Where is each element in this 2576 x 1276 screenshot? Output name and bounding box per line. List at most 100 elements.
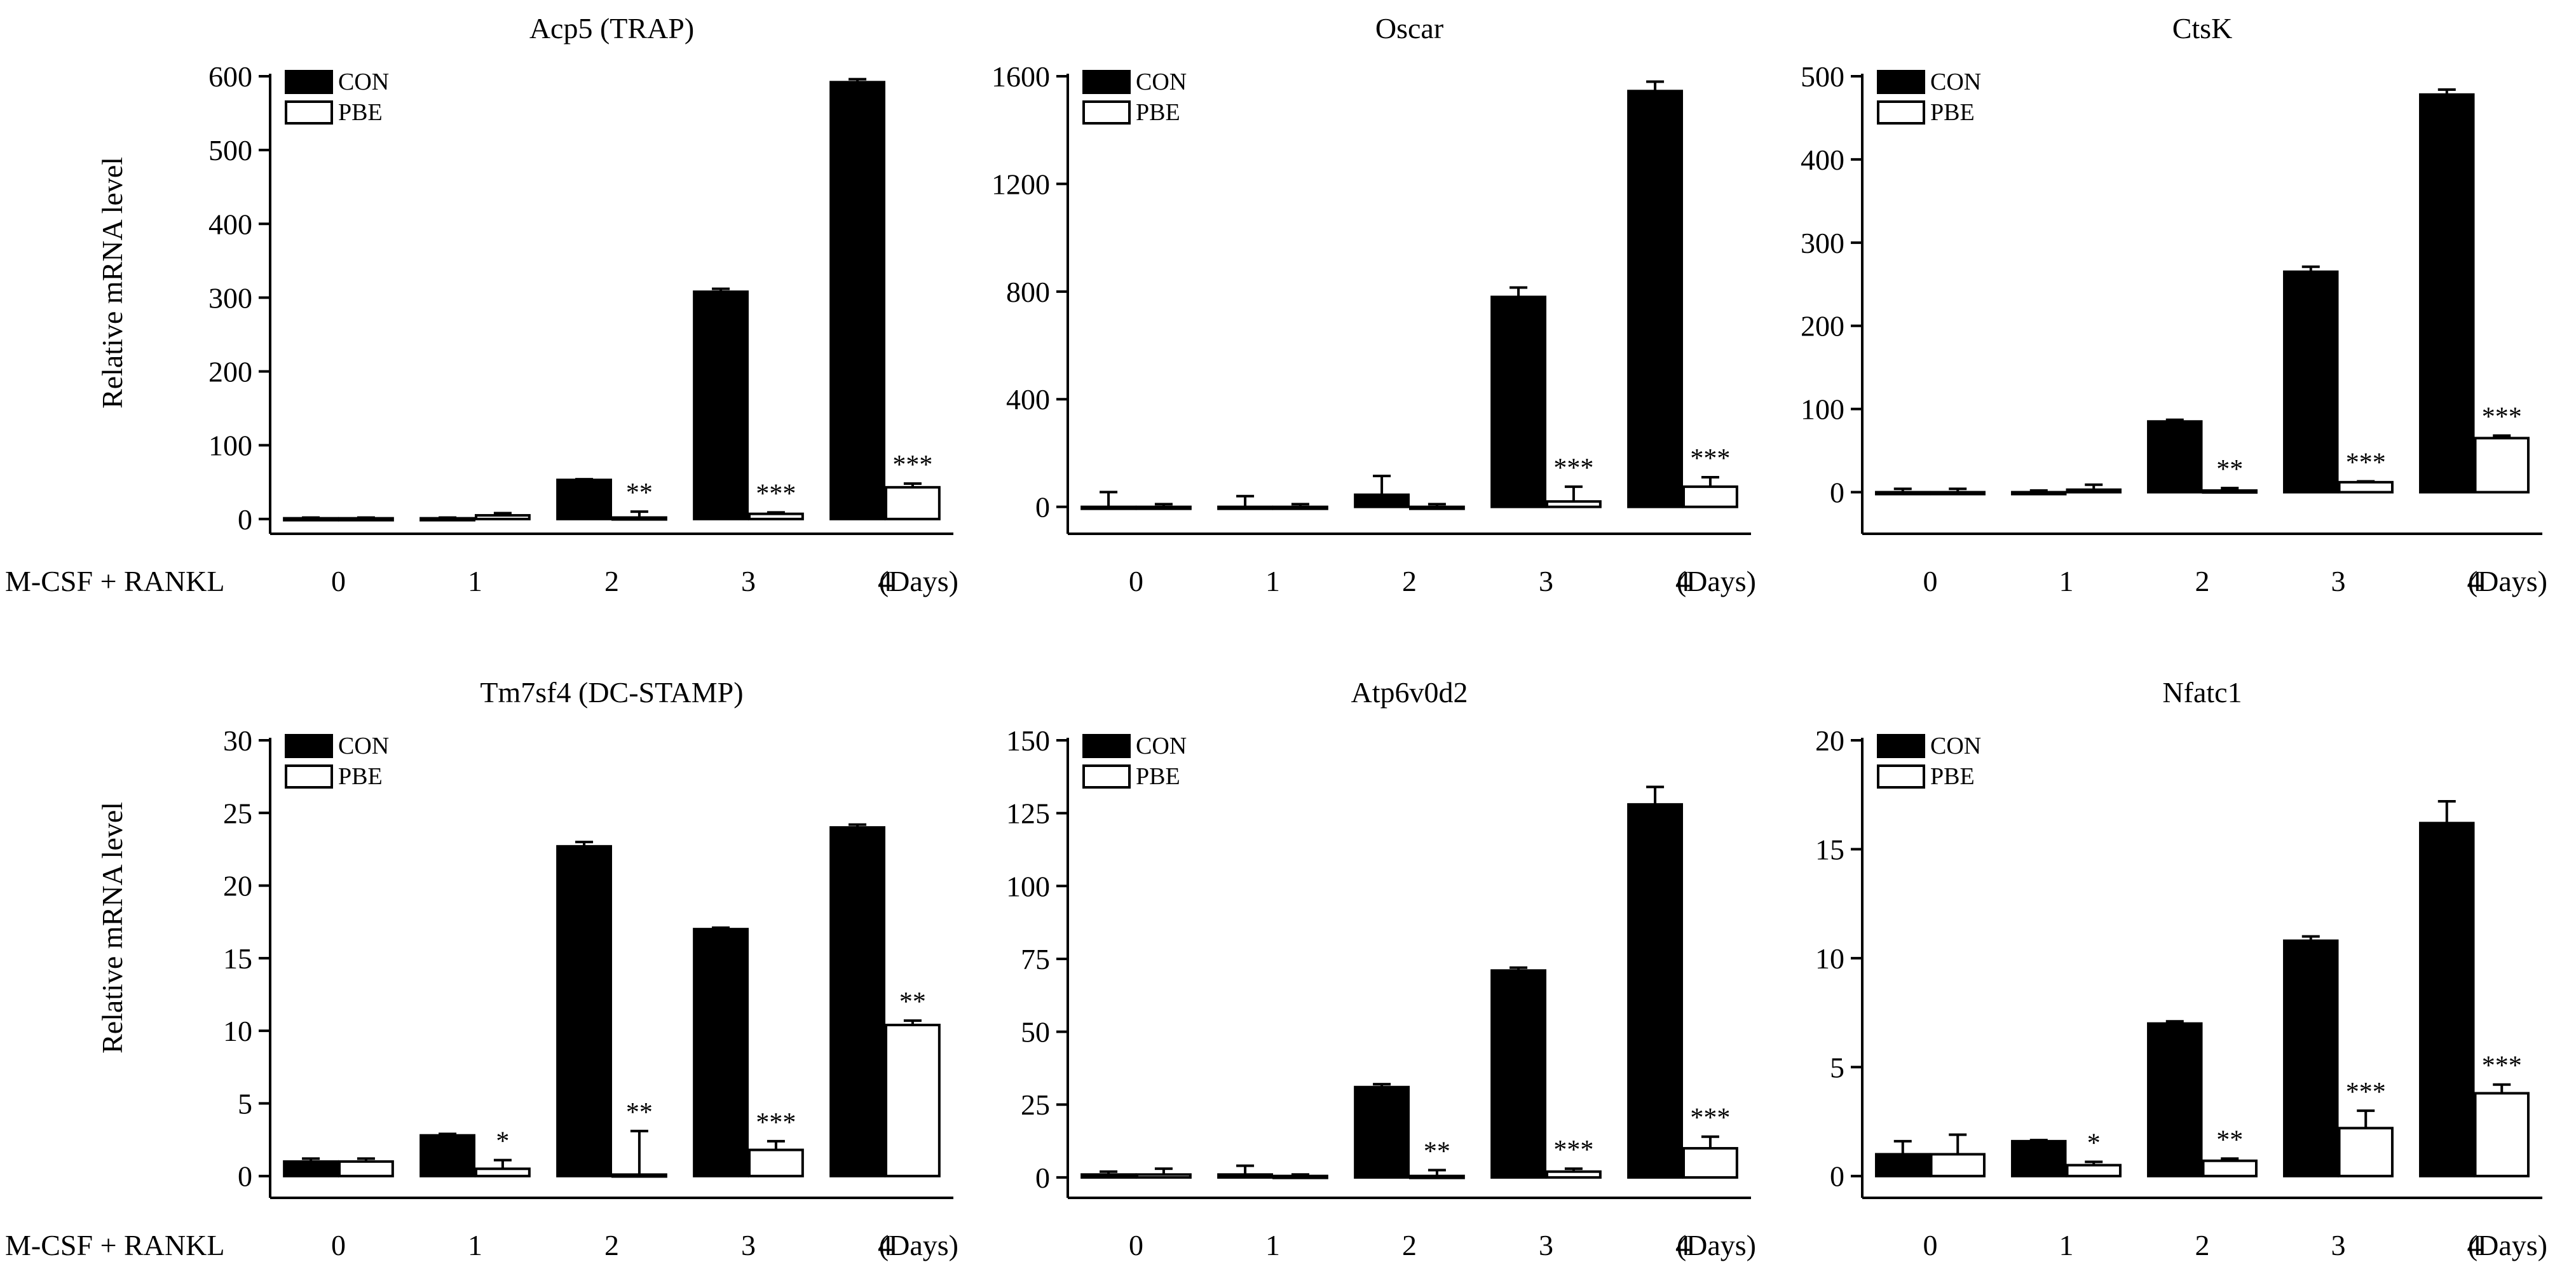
- y-tick-label: 0: [1035, 491, 1050, 524]
- x-unit-label: (Days): [879, 1229, 958, 1261]
- x-tick-label: 4: [878, 1229, 892, 1261]
- legend-swatch: [1082, 764, 1131, 789]
- significance-label: ***: [756, 1108, 796, 1137]
- y-tick-label: 20: [223, 870, 252, 902]
- x-tick-label: 1: [2059, 1229, 2074, 1261]
- y-tick-label: 200: [1801, 310, 1844, 343]
- bar-con: [2011, 1139, 2067, 1178]
- x-tick-label: 4: [1675, 1229, 1690, 1261]
- x-tick-label: 3: [1539, 1229, 1553, 1261]
- bar-con: [1627, 803, 1683, 1179]
- legend-label: CON: [1930, 733, 1981, 759]
- bar-con: [1627, 90, 1683, 508]
- bar-pbe: [2202, 1159, 2258, 1178]
- significance-label: ***: [2346, 449, 2386, 478]
- significance-label: ***: [1690, 444, 1730, 473]
- bar-pbe: [611, 1173, 667, 1178]
- chart-panel: Atp6v0d2 0 25 50 75 100 125 150 0 1 ** 2 *** 3 *** 4(Da…: [1006, 676, 1756, 1261]
- x-tick-label: 2: [1402, 565, 1417, 597]
- bar-con: [693, 290, 749, 520]
- x-tick-label: 2: [604, 1229, 619, 1261]
- y-tick-label: 10: [223, 1015, 252, 1047]
- bar-pbe: [611, 516, 667, 521]
- x-tick-label: 3: [741, 1229, 756, 1261]
- y-tick-label: 5: [1830, 1051, 1844, 1083]
- legend-swatch: [285, 734, 333, 758]
- bar-con: [1490, 969, 1546, 1179]
- x-tick-label: 4: [1675, 565, 1690, 597]
- bar-con: [2283, 939, 2339, 1178]
- y-tick-label: 300: [208, 282, 252, 314]
- legend-label: CON: [1136, 69, 1187, 95]
- bar-con: [556, 845, 613, 1178]
- row-label-bottom: M-CSF + RANKL: [5, 1229, 224, 1261]
- bar-pbe: [2066, 1164, 2122, 1178]
- legend-swatch: [1877, 100, 1925, 125]
- significance-label: **: [1424, 1137, 1450, 1166]
- bar-pbe: [885, 1024, 941, 1178]
- y-tick-label: 500: [208, 134, 252, 166]
- y-tick-label: 100: [1006, 870, 1050, 902]
- significance-label: **: [2216, 455, 2243, 484]
- bar-pbe: [2474, 1092, 2530, 1178]
- bar-con: [1217, 505, 1274, 510]
- y-tick-label: 0: [1035, 1162, 1050, 1194]
- bar-con: [1354, 493, 1410, 508]
- significance-label: ***: [1690, 1104, 1730, 1133]
- x-tick-label: 3: [2331, 565, 2346, 597]
- y-tick-label: 100: [208, 430, 252, 462]
- legend-swatch: [285, 100, 333, 125]
- bar-con: [1490, 295, 1546, 508]
- bar-pbe: [2474, 437, 2530, 494]
- legend-swatch: [285, 764, 333, 789]
- x-tick-label: 0: [331, 565, 346, 597]
- bar-pbe: [2202, 489, 2258, 494]
- x-tick-label: 4: [878, 565, 892, 597]
- significance-label: ***: [892, 451, 932, 480]
- significance-label: **: [2216, 1125, 2243, 1155]
- legend-label: CON: [338, 69, 389, 95]
- bar-con: [2011, 491, 2067, 496]
- bar-pbe: [1682, 485, 1738, 508]
- bar-con: [693, 928, 749, 1178]
- bar-pbe: [1272, 1174, 1328, 1179]
- legend-swatch: [1877, 734, 1925, 758]
- legend-label: PBE: [338, 763, 383, 790]
- legend-swatch: [1082, 70, 1131, 94]
- y-tick-label: 25: [1021, 1089, 1050, 1121]
- chart-title: Tm7sf4 (DC-STAMP): [480, 676, 743, 709]
- y-tick-label: 600: [208, 60, 252, 93]
- x-tick-label: 0: [331, 1229, 346, 1261]
- bar-con: [1080, 505, 1137, 510]
- bar-pbe: [1409, 1174, 1465, 1179]
- y-tick-label: 125: [1006, 798, 1050, 830]
- y-tick-label: 150: [1006, 724, 1050, 757]
- bar-con: [419, 1134, 476, 1178]
- bar-con: [283, 1160, 339, 1178]
- significance-label: *: [2087, 1129, 2101, 1158]
- legend-label: PBE: [1136, 763, 1180, 790]
- bar-pbe: [2338, 480, 2394, 494]
- y-tick-label: 400: [1006, 383, 1050, 416]
- legend-swatch: [1082, 734, 1131, 758]
- y-tick-label: 10: [1815, 942, 1844, 975]
- legend-label: PBE: [1930, 763, 1975, 790]
- chart-title: Nfatc1: [2162, 676, 2242, 709]
- chart-panel: CtsK 0 100 200 300 400 500 0 1 ** 2 *** 3 *** 4(Days) C…: [1801, 12, 2547, 597]
- y-tick-label: 0: [1830, 1160, 1844, 1193]
- y-axis-label-bottom: Relative mRNA level: [96, 802, 128, 1054]
- y-tick-label: 0: [238, 503, 252, 536]
- bar-pbe: [1930, 1153, 1986, 1178]
- significance-label: *: [496, 1127, 509, 1157]
- y-axis-label-top: Relative mRNA level: [96, 157, 128, 409]
- x-tick-label: 3: [741, 565, 756, 597]
- y-tick-label: 30: [223, 724, 252, 757]
- chart-panel: Tm7sf4 (DC-STAMP) 0 5 10 15 20 25 30 0 * 1 ** 2 *** 3 *…: [223, 676, 958, 1261]
- chart-panel: Nfatc1 0 5 10 15 20 0 * 1 ** 2 *** 3 *** 4(Days) CON PBE: [1815, 676, 2547, 1261]
- legend-label: CON: [1930, 69, 1981, 95]
- bar-con: [1875, 1153, 1931, 1178]
- x-tick-label: 0: [1129, 1229, 1143, 1261]
- y-tick-label: 50: [1021, 1016, 1050, 1049]
